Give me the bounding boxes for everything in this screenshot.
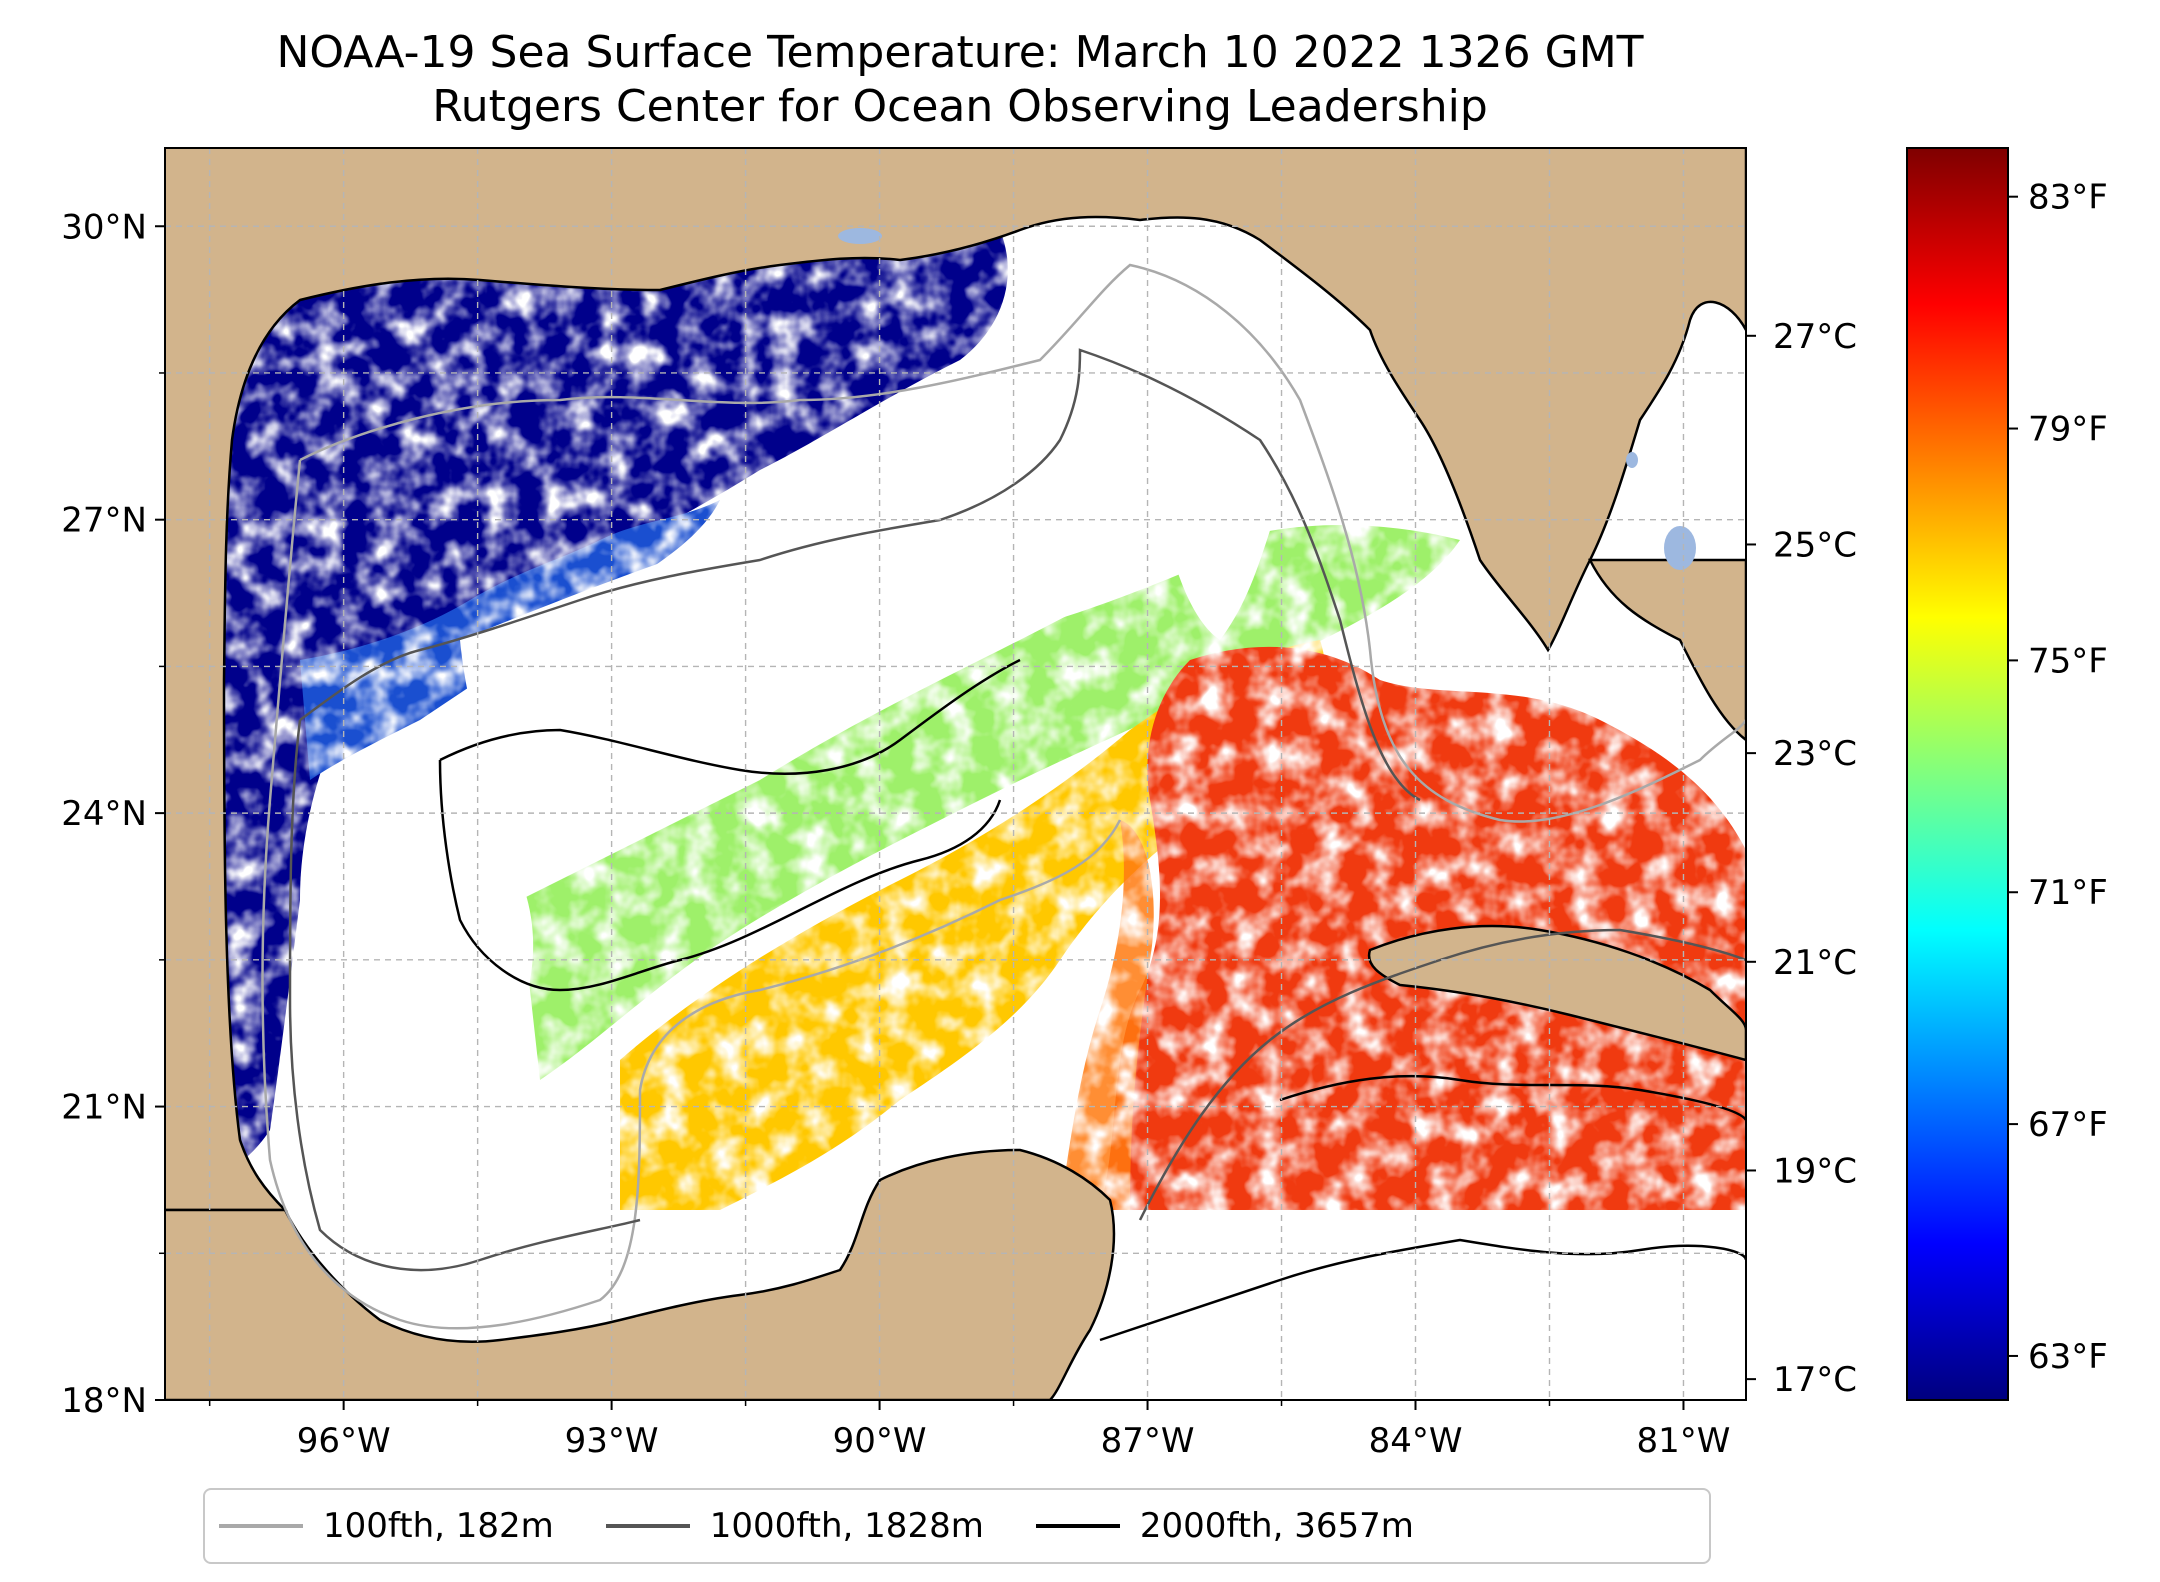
lat-tick-label: 21°N	[61, 1088, 147, 1128]
celsius-tick-label: 19°C	[1773, 1151, 1857, 1191]
lon-tick-label: 81°W	[1637, 1421, 1731, 1461]
legend-item-2000fth: 2000fth, 3657m	[1035, 1506, 1414, 1546]
celsius-tick-label: 21°C	[1773, 943, 1857, 983]
contour-2000fth	[438, 658, 1746, 1342]
fahrenheit-tick-label: 83°F	[2028, 178, 2108, 218]
lon-tick-label: 87°W	[1101, 1421, 1195, 1461]
land-florida-tip	[1587, 558, 1746, 742]
cloud-patch-east	[1090, 232, 1322, 640]
cloud-patch-southwest	[320, 840, 534, 1187]
fahrenheit-tick-label: 75°F	[2028, 641, 2108, 681]
legend-label-2000fth: 2000fth, 3657m	[1139, 1506, 1414, 1546]
bathymetry-legend: 100fth, 182m 1000fth, 1828m 2000fth, 365…	[203, 1488, 1711, 1564]
contour-1000fth	[288, 348, 1746, 1272]
bathymetry-layer	[261, 263, 1746, 1342]
lake-pontchartrain	[838, 228, 882, 244]
map-area	[165, 148, 1746, 1400]
contour-100fth	[261, 263, 1746, 1330]
celsius-tick-label: 25°C	[1773, 525, 1857, 565]
fahrenheit-tick-label: 63°F	[2028, 1337, 2108, 1377]
legend-swatch-2000fth	[1035, 1524, 1120, 1528]
celsius-tick-label: 23°C	[1773, 734, 1857, 774]
colorbar-ticks: 27°C 25°C 23°C 21°C 19°C 17°C 83°F 79°F 75°F 71°F…	[1746, 178, 2108, 1400]
fahrenheit-tick-label: 79°F	[2028, 410, 2108, 450]
lake-okeechobee	[1664, 526, 1696, 570]
celsius-tick-label: 27°C	[1773, 317, 1857, 357]
fahrenheit-tick-label: 71°F	[2028, 873, 2108, 913]
legend-swatch-100fth	[219, 1524, 303, 1528]
legend-label-100fth: 100fth, 182m	[323, 1506, 554, 1546]
lon-tick-label: 96°W	[297, 1421, 391, 1461]
lake-small-florida	[1626, 452, 1638, 468]
lon-tick-label: 93°W	[565, 1421, 659, 1461]
celsius-tick-label: 17°C	[1773, 1360, 1857, 1400]
cloud-patch-central	[460, 426, 1340, 820]
lat-tick-label: 27°N	[61, 501, 147, 541]
lat-tick-label: 30°N	[61, 207, 147, 247]
sst-map-figure: 30°N 27°N 24°N 21°N 18°N 96°W 93°W 90°W 87°W 84°W…	[61, 147, 2108, 1461]
legend-swatch-1000fth	[605, 1524, 690, 1528]
legend-item-100fth: 100fth, 182m	[219, 1506, 554, 1546]
map-frame	[164, 147, 1747, 1401]
lon-tick-label: 84°W	[1369, 1421, 1463, 1461]
land-mexico	[165, 1148, 1116, 1400]
lat-tick-label: 24°N	[61, 794, 147, 834]
map-title: NOAA-19 Sea Surface Temperature: March 1…	[276, 27, 1644, 78]
lat-tick-label: 18°N	[61, 1381, 147, 1421]
lon-tick-label: 90°W	[833, 1421, 927, 1461]
legend-item-1000fth: 1000fth, 1828m	[605, 1506, 984, 1546]
land-us-gulf-coast	[165, 148, 1746, 1212]
fahrenheit-tick-label: 67°F	[2028, 1105, 2108, 1145]
map-axes: 30°N 27°N 24°N 21°N 18°N 96°W 93°W 90°W 87°W 84°W…	[61, 207, 1730, 1461]
legend-label-1000fth: 1000fth, 1828m	[709, 1506, 984, 1546]
map-subtitle: Rutgers Center for Ocean Observing Leade…	[432, 81, 1488, 132]
colorbar-gradient	[1906, 147, 2009, 1401]
lakes-layer	[838, 228, 1696, 570]
